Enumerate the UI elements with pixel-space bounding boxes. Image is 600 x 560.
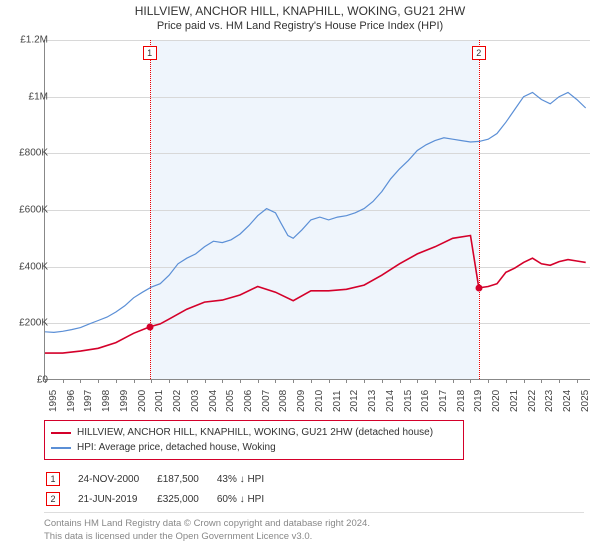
x-axis-label: 2019: [473, 390, 484, 412]
sale-delta-1: 43% ↓ HPI: [217, 470, 280, 488]
y-axis-label: £600K: [19, 205, 48, 216]
sale-row-1: 1 24-NOV-2000 £187,500 43% ↓ HPI: [46, 470, 280, 488]
sales-table: 1 24-NOV-2000 £187,500 43% ↓ HPI 2 21-JU…: [44, 468, 282, 510]
x-tick: [116, 379, 117, 383]
chart-title: HILLVIEW, ANCHOR HILL, KNAPHILL, WOKING,…: [0, 0, 600, 18]
x-tick: [151, 379, 152, 383]
y-axis-label: £1M: [29, 91, 48, 102]
x-axis-label: 2010: [314, 390, 325, 412]
x-tick: [205, 379, 206, 383]
x-axis-label: 2006: [243, 390, 254, 412]
x-axis-label: 1997: [83, 390, 94, 412]
x-tick: [329, 379, 330, 383]
x-tick: [311, 379, 312, 383]
x-tick: [524, 379, 525, 383]
y-axis-label: £400K: [19, 261, 48, 272]
chart-svg: [45, 40, 590, 379]
y-axis-label: £1.2M: [20, 35, 48, 46]
x-tick: [258, 379, 259, 383]
x-axis-label: 1996: [66, 390, 77, 412]
x-axis-label: 2024: [562, 390, 573, 412]
x-axis-label: 2025: [580, 390, 591, 412]
x-tick: [169, 379, 170, 383]
footer-line-1: Contains HM Land Registry data © Crown c…: [44, 517, 584, 530]
legend-label-hpi: HPI: Average price, detached house, Woki…: [77, 440, 276, 455]
x-tick: [382, 379, 383, 383]
sale-marker-2: 2: [46, 492, 60, 506]
x-tick: [417, 379, 418, 383]
x-tick: [187, 379, 188, 383]
x-axis-label: 2023: [544, 390, 555, 412]
series-hpi-line: [45, 92, 586, 332]
sale-price-2: £325,000: [157, 490, 215, 508]
marker-dot-1: [146, 323, 153, 330]
x-axis-label: 2013: [367, 390, 378, 412]
x-axis-label: 2009: [296, 390, 307, 412]
x-axis-label: 2016: [420, 390, 431, 412]
legend-swatch-hpi: [51, 447, 71, 449]
x-tick: [470, 379, 471, 383]
x-axis-label: 2005: [225, 390, 236, 412]
x-tick: [98, 379, 99, 383]
x-axis-label: 2020: [491, 390, 502, 412]
x-tick: [275, 379, 276, 383]
x-tick: [577, 379, 578, 383]
x-axis-label: 2012: [349, 390, 360, 412]
legend-item-hpi: HPI: Average price, detached house, Woki…: [51, 440, 457, 455]
legend-box: HILLVIEW, ANCHOR HILL, KNAPHILL, WOKING,…: [44, 420, 464, 460]
x-tick: [346, 379, 347, 383]
x-axis-label: 1998: [101, 390, 112, 412]
sale-marker-1: 1: [46, 472, 60, 486]
x-tick: [364, 379, 365, 383]
x-tick: [488, 379, 489, 383]
marker-dot-2: [475, 284, 482, 291]
x-axis-label: 2004: [208, 390, 219, 412]
y-axis-label: £200K: [19, 318, 48, 329]
sale-delta-2: 60% ↓ HPI: [217, 490, 280, 508]
x-tick: [134, 379, 135, 383]
x-axis-label: 2018: [456, 390, 467, 412]
sale-date-1: 24-NOV-2000: [78, 470, 155, 488]
series-property-line: [45, 236, 586, 354]
x-axis-label: 2021: [509, 390, 520, 412]
x-axis-label: 1995: [48, 390, 59, 412]
sale-row-2: 2 21-JUN-2019 £325,000 60% ↓ HPI: [46, 490, 280, 508]
x-tick: [453, 379, 454, 383]
x-axis-label: 1999: [119, 390, 130, 412]
x-axis-label: 2017: [438, 390, 449, 412]
legend-label-property: HILLVIEW, ANCHOR HILL, KNAPHILL, WOKING,…: [77, 425, 433, 440]
x-tick: [559, 379, 560, 383]
x-axis-label: 2001: [154, 390, 165, 412]
x-tick: [293, 379, 294, 383]
x-axis-label: 2002: [172, 390, 183, 412]
footer-line-2: This data is licensed under the Open Gov…: [44, 530, 584, 543]
x-tick: [435, 379, 436, 383]
x-tick: [541, 379, 542, 383]
sale-price-1: £187,500: [157, 470, 215, 488]
x-axis-label: 2000: [137, 390, 148, 412]
x-tick: [506, 379, 507, 383]
x-axis-label: 2003: [190, 390, 201, 412]
x-axis-label: 2011: [332, 390, 343, 412]
x-axis-label: 2022: [527, 390, 538, 412]
x-tick: [63, 379, 64, 383]
x-axis-label: 2007: [261, 390, 272, 412]
footer-attribution: Contains HM Land Registry data © Crown c…: [44, 512, 584, 544]
x-axis-label: 2008: [278, 390, 289, 412]
x-axis-label: 2015: [403, 390, 414, 412]
legend-item-property: HILLVIEW, ANCHOR HILL, KNAPHILL, WOKING,…: [51, 425, 457, 440]
y-axis-label: £0: [37, 375, 48, 386]
x-tick: [222, 379, 223, 383]
sale-date-2: 21-JUN-2019: [78, 490, 155, 508]
x-tick: [240, 379, 241, 383]
x-tick: [80, 379, 81, 383]
y-axis-label: £800K: [19, 148, 48, 159]
legend-swatch-property: [51, 432, 71, 434]
x-axis-label: 2014: [385, 390, 396, 412]
chart-subtitle: Price paid vs. HM Land Registry's House …: [0, 18, 600, 34]
x-tick: [400, 379, 401, 383]
chart-plot-area: 1 2 199519961997199819992000200120022003…: [44, 40, 590, 380]
